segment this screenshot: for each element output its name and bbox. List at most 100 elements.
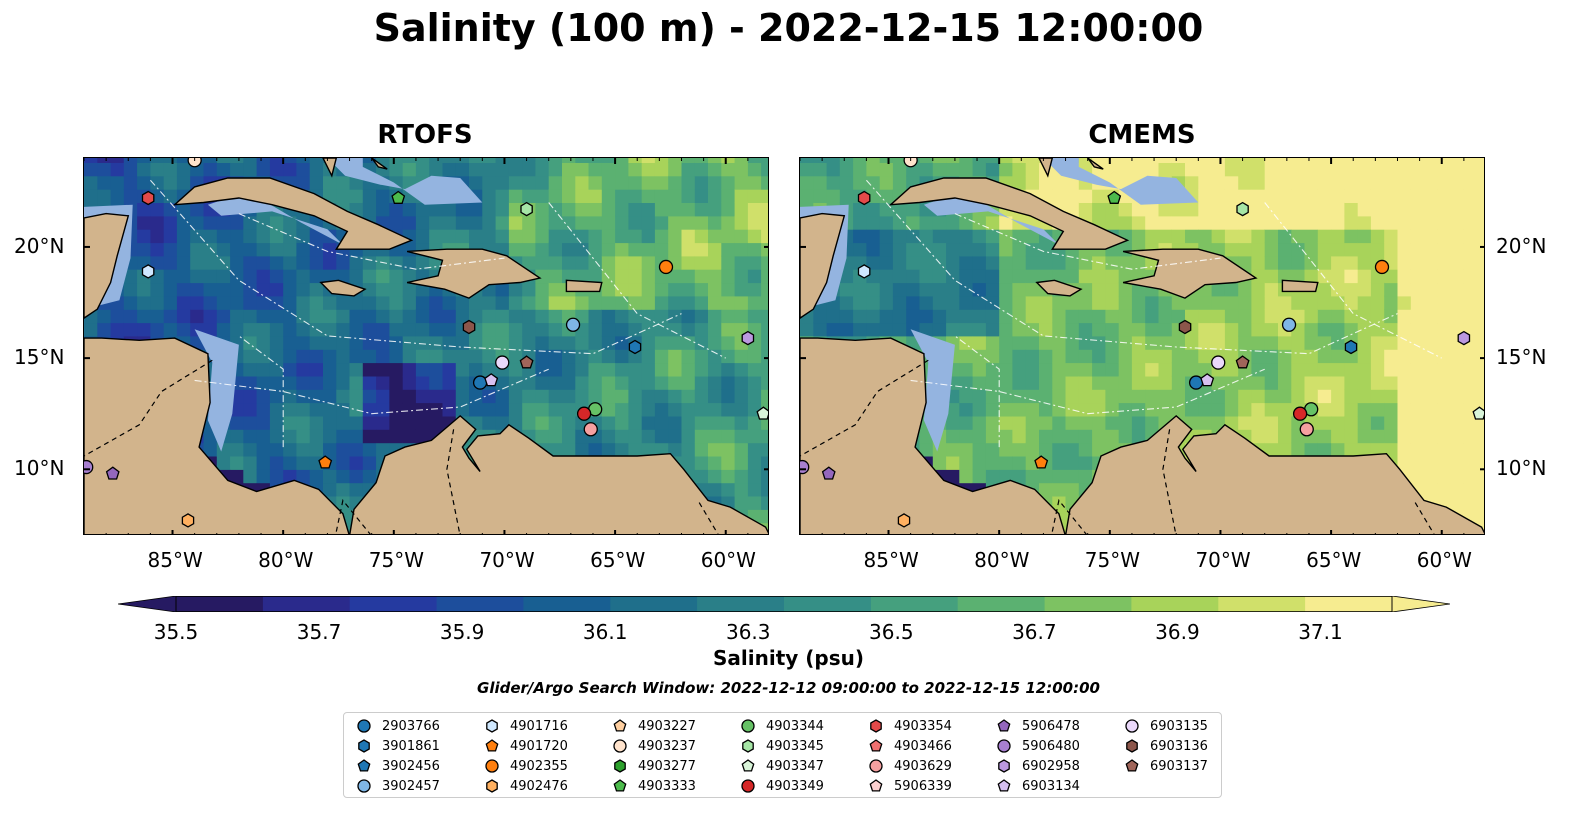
- legend-item: 3902456: [356, 756, 440, 776]
- country-border: [446, 429, 461, 534]
- shallow-shelf: [194, 329, 239, 452]
- legend-marker-icon: [741, 779, 755, 793]
- lon-tick-label: 75°W: [368, 548, 425, 572]
- legend-marker-4902355: [485, 759, 499, 773]
- float-marker-5906478: [105, 466, 120, 480]
- legend-marker-5906339: [869, 779, 883, 792]
- legend-item: 4903227: [612, 716, 696, 736]
- legend-item: 5906480: [996, 736, 1080, 756]
- legend-marker-icon: [486, 719, 498, 733]
- lon-tick-label: 70°W: [1195, 548, 1251, 572]
- legend-marker-4903466: [869, 739, 883, 752]
- float-marker-4903629: [1299, 422, 1314, 437]
- legend-label: 2903766: [382, 718, 440, 734]
- legend-item: 4903629: [868, 756, 952, 776]
- legend-label: 4903227: [638, 718, 696, 734]
- legend-item: 4901716: [484, 716, 568, 736]
- float-legend: 2903766 3901861 3902456 3902457 4901716 49017…: [343, 712, 1222, 798]
- float-marker-4903347: [1472, 406, 1484, 420]
- country-border: [698, 502, 719, 534]
- legend-label: 4903237: [638, 738, 696, 754]
- rtofs-map: [83, 157, 769, 535]
- eez-boundary: [1264, 202, 1442, 359]
- legend-label: 4903277: [638, 758, 696, 774]
- legend-marker-icon: [357, 759, 371, 772]
- legend-item: 4903277: [612, 756, 696, 776]
- colorbar-label: Salinity (psu): [712, 646, 864, 670]
- legend-label: 4903466: [894, 738, 952, 754]
- colorbar-segment: [436, 596, 524, 612]
- legend-label: 4901716: [510, 718, 568, 734]
- colorbar-tick-label: 36.5: [869, 620, 914, 644]
- legend-marker-icon: [742, 739, 754, 753]
- float-marker-4902476: [897, 513, 911, 528]
- land-puertorico: [565, 279, 603, 293]
- lon-tick-label: 80°W: [258, 548, 314, 572]
- legend-marker-icon: [869, 759, 883, 773]
- land-bahamas2: [371, 158, 388, 170]
- legend-item: 4903349: [740, 776, 824, 796]
- float-marker-4901716: [141, 264, 155, 279]
- panel-title-rtofs: RTOFS: [377, 120, 473, 150]
- float-marker-6903135: [1211, 355, 1226, 370]
- legend-label: 3902456: [382, 758, 440, 774]
- lon-tick-label: 60°W: [1416, 548, 1472, 572]
- colorbar-segment: [697, 596, 785, 612]
- shallow-shelf: [1043, 158, 1199, 205]
- colorbar-tick-label: 36.3: [725, 620, 771, 644]
- legend-item: 5906478: [996, 716, 1080, 736]
- legend-label: 3902457: [382, 778, 440, 794]
- legend-marker-5906480: [997, 739, 1011, 753]
- float-marker-6903137: [1235, 355, 1250, 369]
- float-marker-3902457: [1281, 317, 1297, 332]
- float-marker-4903349: [576, 406, 592, 421]
- legend-item: 4903237: [612, 736, 696, 756]
- legend-marker-5906478: [997, 719, 1011, 732]
- lat-tick-label-left: 20°N: [14, 233, 65, 258]
- legend-item: 4903333: [612, 776, 696, 796]
- land-centralam: [84, 337, 350, 534]
- colorbar-tick-label: 36.9: [1155, 620, 1200, 644]
- cmems-map: [799, 157, 1485, 535]
- cmems-map-canvas: [800, 158, 1484, 534]
- float-marker-4903237: [187, 158, 202, 168]
- legend-label: 4903354: [894, 718, 952, 734]
- search-window-text: Glider/Argo Search Window: 2022-12-12 09…: [477, 679, 1100, 697]
- legend-marker-4903277: [614, 759, 626, 773]
- legend-marker-4901720: [485, 739, 499, 752]
- float-marker-4903349: [1292, 406, 1308, 421]
- legend-marker-3902456: [357, 759, 371, 772]
- legend-item: 4903466: [868, 736, 952, 756]
- lat-tick-label-left: 15°N: [14, 345, 65, 370]
- legend-marker-2903766: [357, 719, 371, 733]
- float-marker-4901720: [1034, 455, 1049, 469]
- legend-marker-4903237: [613, 739, 627, 753]
- legend-marker-icon: [358, 739, 370, 753]
- country-border: [1162, 429, 1177, 534]
- legend-label: 4903344: [766, 718, 824, 734]
- legend-marker-3902457: [357, 779, 371, 793]
- colorbar-tick-label: 37.1: [1298, 620, 1343, 644]
- legend-label: 4903629: [894, 758, 952, 774]
- float-marker-4902355: [658, 259, 674, 275]
- float-marker-3902457: [565, 317, 581, 332]
- eez-boundary: [910, 368, 1265, 415]
- colorbar-tick-label: 36.1: [582, 620, 628, 644]
- colorbar-segment: [957, 596, 1046, 612]
- lat-tick-label-left: 10°N: [14, 456, 65, 481]
- legend-marker-icon: [1125, 719, 1139, 733]
- lon-tick-label: 80°W: [974, 548, 1030, 572]
- legend-label: 4901720: [510, 738, 568, 754]
- eez-boundary: [238, 213, 505, 270]
- lon-tick-label: 60°W: [700, 548, 756, 572]
- float-marker-4903629: [583, 422, 598, 437]
- float-marker-4903347: [756, 406, 768, 420]
- shallow-shelf: [207, 191, 343, 245]
- float-marker-4903333: [391, 190, 406, 204]
- legend-marker-icon: [741, 719, 755, 733]
- legend-marker-icon: [486, 779, 498, 793]
- float-marker-3901861: [628, 339, 642, 355]
- colorbar-tick-label: 35.5: [153, 620, 199, 644]
- eez-boundary: [548, 202, 726, 359]
- lon-tick-label: 65°W: [1306, 548, 1362, 572]
